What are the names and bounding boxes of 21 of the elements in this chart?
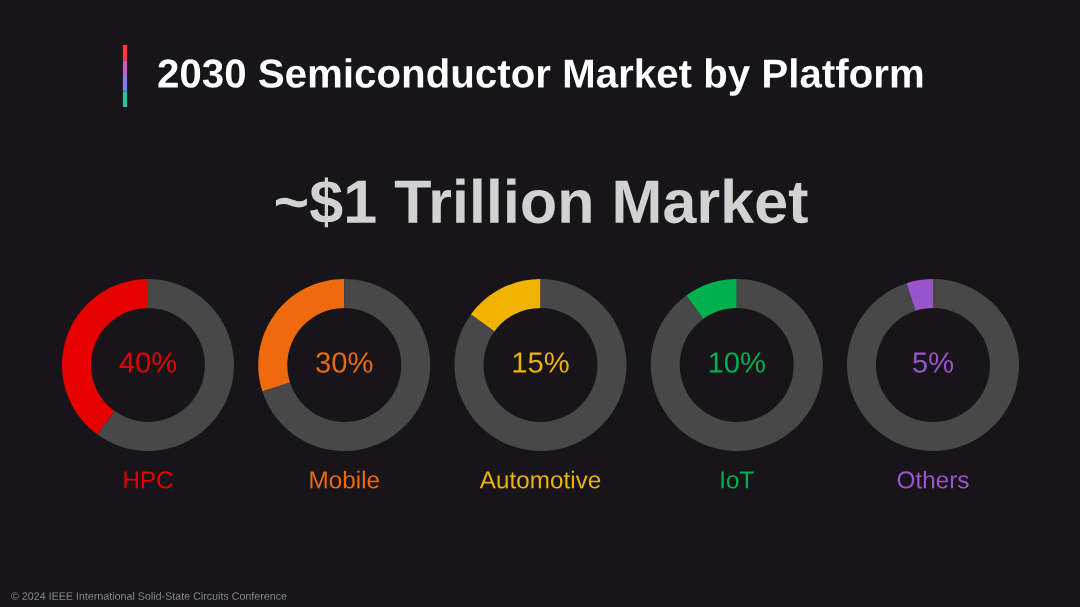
- text: 2030 Semiconductor Market by Platform: [158, 58, 923, 96]
- text: Automotive: [479, 470, 601, 489]
- text: HPC: [124, 471, 173, 489]
- donut-slice: [906, 279, 933, 311]
- text: Mobile: [310, 470, 379, 489]
- text: 10%: [709, 352, 765, 373]
- text: IoT: [721, 471, 754, 489]
- text: Others: [897, 470, 969, 489]
- donut-slice: [97, 279, 234, 451]
- donut-slice: [686, 279, 737, 319]
- text: 30%: [316, 352, 373, 373]
- text: 15%: [513, 352, 569, 373]
- text: 40%: [119, 352, 177, 373]
- text: © 2024 IEEE International Solid-State Circuits Conference: [11, 592, 287, 600]
- donut-slice: [262, 279, 431, 451]
- donut-slice: [470, 279, 541, 332]
- donut-slice: [847, 279, 1019, 451]
- text: ~$1 Trillion Market: [275, 177, 808, 228]
- donut-slice: [454, 279, 627, 451]
- text: 5%: [913, 352, 954, 373]
- donut-slice: [650, 279, 823, 451]
